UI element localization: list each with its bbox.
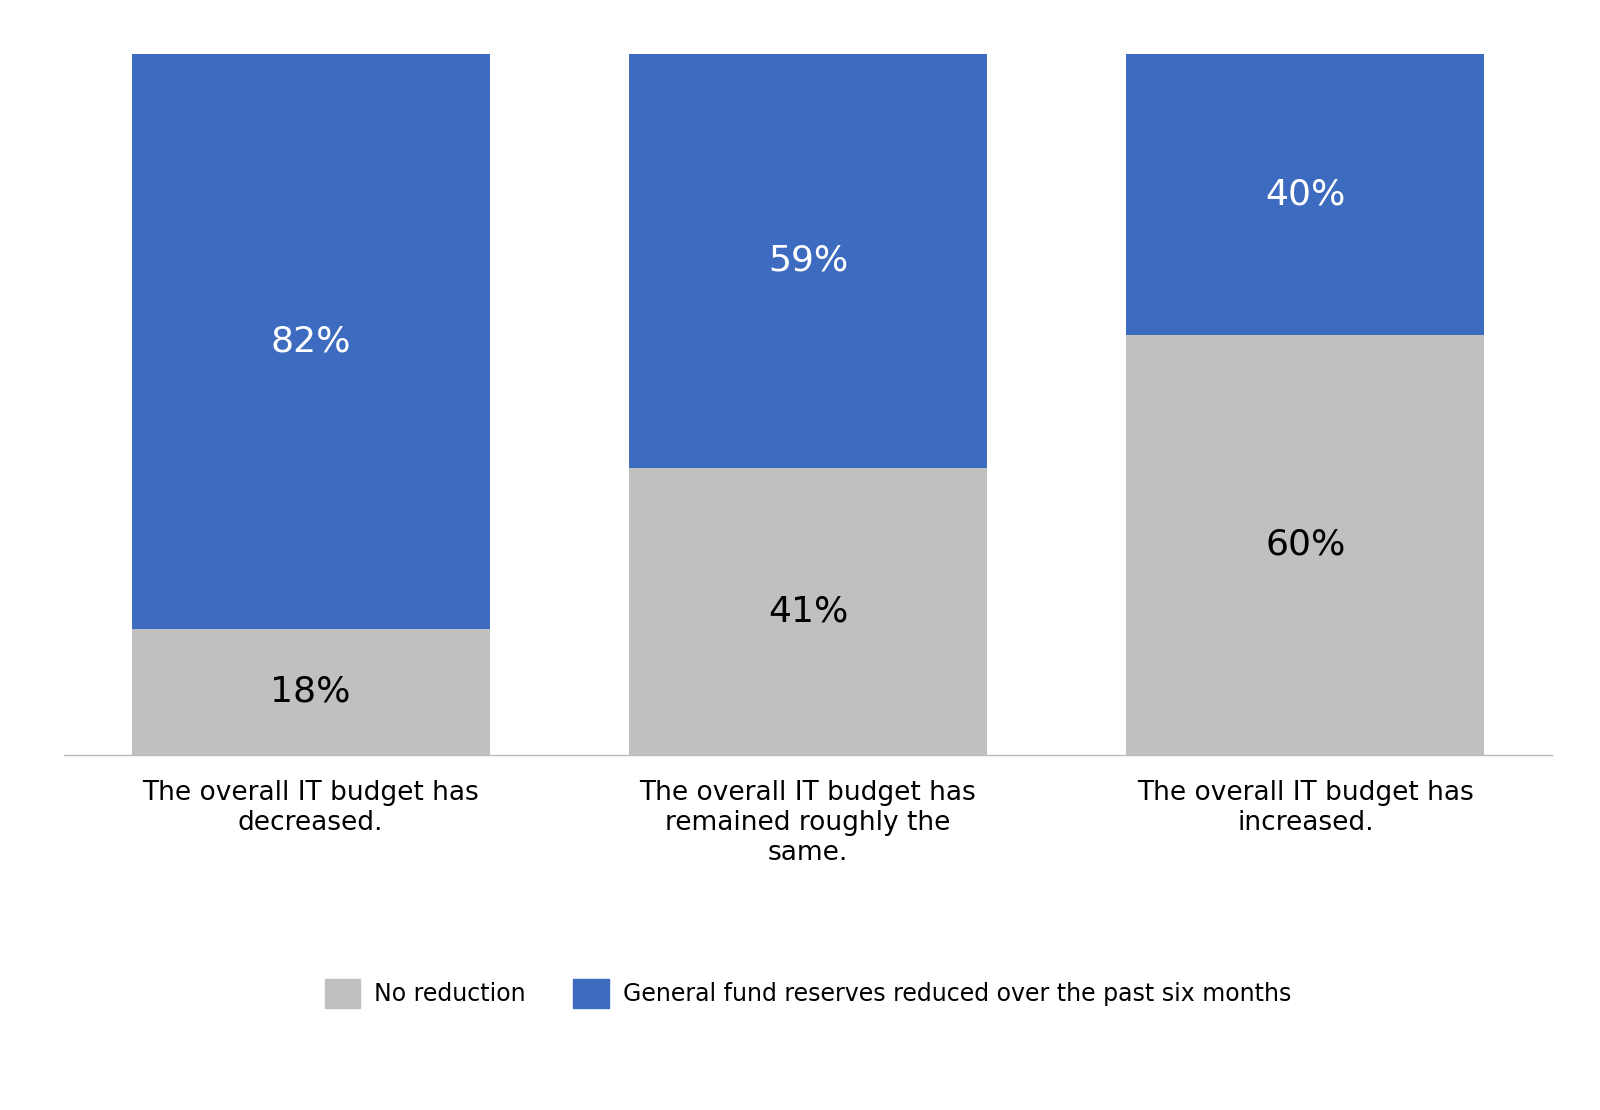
- Text: 59%: 59%: [768, 244, 848, 278]
- Text: 40%: 40%: [1266, 178, 1346, 211]
- Text: 60%: 60%: [1266, 527, 1346, 562]
- Bar: [131, 628, 490, 755]
- Bar: [131, 54, 490, 628]
- Bar: [1126, 334, 1485, 755]
- Bar: [629, 467, 987, 755]
- Bar: [629, 54, 987, 467]
- Text: 82%: 82%: [270, 324, 350, 359]
- Legend: No reduction, General fund reserves reduced over the past six months: No reduction, General fund reserves redu…: [315, 969, 1301, 1017]
- Text: 18%: 18%: [270, 675, 350, 709]
- Bar: [1126, 54, 1485, 334]
- Text: 41%: 41%: [768, 594, 848, 628]
